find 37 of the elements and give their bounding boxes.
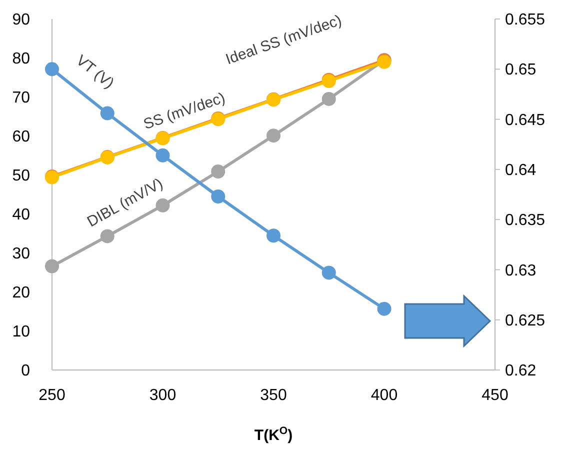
y-tick-label: 90: [12, 12, 30, 29]
text: VT (V): [72, 52, 118, 92]
y2-tick-label: 0.625: [505, 312, 546, 330]
y2-tick-label: 0.62: [505, 362, 536, 380]
point: [100, 106, 114, 120]
y-tick-label: 20: [12, 284, 30, 302]
point: [45, 259, 59, 274]
x-axis-title: T(K$^{O}$): [254, 425, 293, 444]
point: [100, 229, 114, 244]
x-tick-label: 300: [149, 387, 176, 404]
point: [211, 190, 226, 204]
x-tick-label: 400: [370, 387, 398, 404]
point: [322, 92, 336, 106]
x-tick-label: 250: [38, 387, 66, 404]
y-tick-label: 10: [12, 324, 30, 341]
point: [266, 228, 280, 243]
y2-tick-label: 0.65: [505, 62, 536, 79]
point: [211, 164, 226, 178]
x-tick-label: 350: [260, 387, 287, 404]
y2-tick-label: 0.655: [505, 12, 546, 29]
y-tick-label: 0: [21, 362, 30, 380]
y2-tick-label: 0.64: [505, 162, 536, 180]
point: [156, 148, 170, 162]
y-tick-label: 40: [12, 206, 30, 224]
y-tick-label: 80: [12, 50, 30, 68]
y-tick-label: 70: [12, 90, 30, 107]
x-tick-label: 450: [482, 387, 508, 404]
y2-tick-label: 0.635: [505, 212, 546, 230]
point: [322, 266, 336, 280]
y2-tick-label: 0.645: [505, 112, 546, 129]
y-tick-label: 50: [12, 168, 30, 185]
y2-tick-label: 0.63: [505, 262, 536, 280]
point: [45, 62, 59, 76]
y-tick-label: 30: [12, 246, 30, 263]
point: [377, 302, 392, 316]
point: [266, 128, 280, 143]
y-tick-label: 60: [12, 128, 30, 146]
